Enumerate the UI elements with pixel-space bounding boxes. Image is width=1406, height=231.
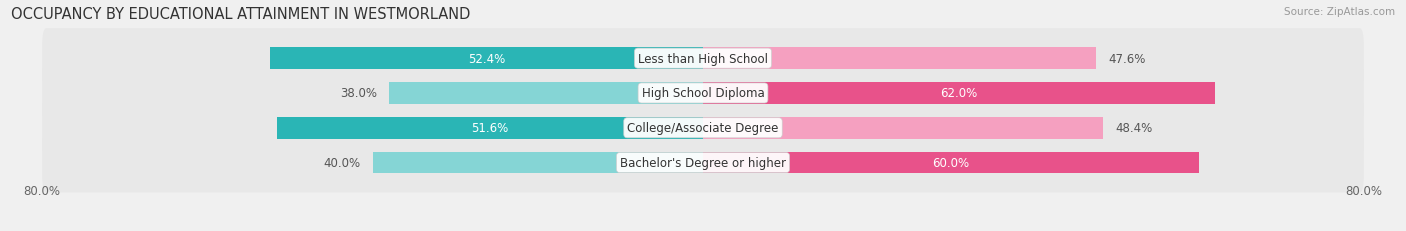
Text: High School Diploma: High School Diploma: [641, 87, 765, 100]
Bar: [389, 83, 703, 104]
Text: 48.4%: 48.4%: [1115, 122, 1153, 135]
Bar: [270, 48, 703, 70]
Bar: [703, 48, 1097, 70]
Legend: Owner-occupied, Renter-occupied: Owner-occupied, Renter-occupied: [575, 230, 831, 231]
Text: 40.0%: 40.0%: [323, 156, 360, 169]
Bar: [703, 118, 1102, 139]
Bar: [277, 118, 703, 139]
FancyBboxPatch shape: [42, 133, 1364, 193]
Text: 51.6%: 51.6%: [471, 122, 509, 135]
Text: Less than High School: Less than High School: [638, 52, 768, 65]
FancyBboxPatch shape: [42, 29, 1364, 89]
Text: 62.0%: 62.0%: [941, 87, 977, 100]
Text: Bachelor's Degree or higher: Bachelor's Degree or higher: [620, 156, 786, 169]
Text: 38.0%: 38.0%: [340, 87, 377, 100]
FancyBboxPatch shape: [42, 98, 1364, 158]
Text: Source: ZipAtlas.com: Source: ZipAtlas.com: [1284, 7, 1395, 17]
Text: OCCUPANCY BY EDUCATIONAL ATTAINMENT IN WESTMORLAND: OCCUPANCY BY EDUCATIONAL ATTAINMENT IN W…: [11, 7, 471, 22]
Text: 60.0%: 60.0%: [932, 156, 969, 169]
Text: College/Associate Degree: College/Associate Degree: [627, 122, 779, 135]
Bar: [703, 152, 1198, 174]
Bar: [703, 83, 1215, 104]
Text: 47.6%: 47.6%: [1108, 52, 1146, 65]
FancyBboxPatch shape: [42, 64, 1364, 123]
Text: 52.4%: 52.4%: [468, 52, 505, 65]
Bar: [373, 152, 703, 174]
